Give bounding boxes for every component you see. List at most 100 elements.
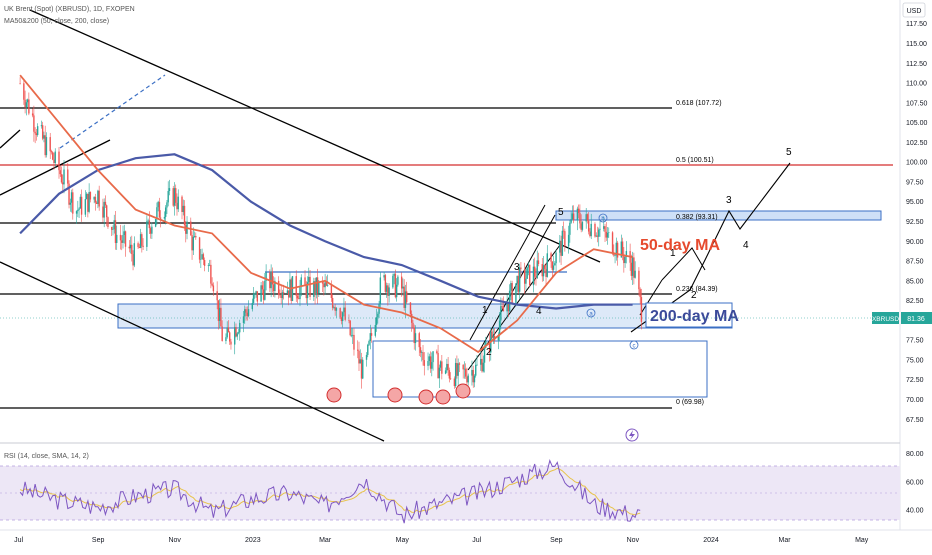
- time-axis-ticks[interactable]: Jul Sep Nov 2023 Mar May Jul Sep Nov 2024 Mar May: [14, 537, 869, 544]
- candle-body-241: [444, 370, 447, 374]
- candle-body-2: [24, 99, 26, 108]
- candle-body-212: [393, 273, 395, 276]
- candle-body-231: [427, 360, 429, 366]
- candle-body-151: [286, 290, 289, 293]
- projected-wave-start: [639, 279, 663, 316]
- candle-body-156: [295, 276, 297, 296]
- candle-body-166: [313, 281, 315, 297]
- candle-body-189: [352, 334, 354, 336]
- candle-body-347: [630, 262, 633, 276]
- rsi-tick-1: 60.00: [906, 479, 924, 486]
- candle-body-3: [25, 102, 28, 108]
- candle-body-248: [456, 362, 458, 376]
- candle-body-203: [377, 313, 379, 318]
- candle-body-221: [409, 302, 412, 314]
- currency-badge[interactable]: [902, 2, 926, 18]
- candle-body-86: [172, 188, 174, 206]
- candle-body-107: [208, 264, 211, 266]
- candle-body-11: [40, 125, 43, 127]
- candle-body-284: [518, 267, 521, 292]
- candle-body-102: [200, 258, 202, 260]
- candle-body-263: [482, 362, 484, 372]
- candle-body-139: [264, 280, 266, 300]
- candle-body-303: [552, 265, 555, 270]
- candle-body-291: [532, 266, 535, 286]
- candle-body-244: [448, 370, 451, 379]
- candle-body-211: [392, 275, 394, 288]
- candle-body-133: [254, 293, 256, 295]
- candle-body-146: [277, 280, 280, 295]
- candle-body-198: [368, 341, 370, 345]
- candle-body-215: [397, 276, 399, 285]
- candle-body-309: [562, 230, 565, 232]
- candle-body-304: [554, 263, 556, 266]
- candle-body-5: [28, 99, 30, 114]
- candle-body-285: [520, 267, 522, 269]
- candle-body-310: [564, 231, 566, 247]
- candle-body-278: [508, 290, 511, 312]
- ma200-annotation-box: [645, 302, 733, 328]
- wave-label-3: 3: [514, 262, 520, 273]
- candle-body-268: [491, 331, 493, 338]
- candle-body-282: [516, 275, 518, 284]
- price-tick-0: 67.50: [906, 417, 924, 424]
- candle-body-119: [229, 332, 231, 342]
- candle-body-13: [43, 135, 45, 139]
- fib-0382-label: 0.382 (93.31): [676, 214, 718, 221]
- candle-body-14: [44, 135, 46, 156]
- candle-body-187: [349, 320, 351, 336]
- candle-body-308: [561, 230, 564, 256]
- candle-body-269: [492, 335, 495, 338]
- candle-body-180: [335, 308, 338, 311]
- candle-body-128: [245, 309, 247, 313]
- time-tick-10: Mar: [779, 537, 792, 544]
- candle-body-262: [481, 358, 483, 372]
- wave-label-5: 5: [558, 207, 564, 218]
- price-axis-background: [900, 0, 932, 550]
- price-tick-16: 107.50: [906, 100, 928, 107]
- price-tick-1: 70.00: [906, 397, 924, 404]
- candle-body-67: [138, 246, 141, 248]
- candle-body-311: [567, 234, 570, 247]
- candle-body-34: [79, 196, 82, 209]
- candle-body-235: [432, 351, 434, 363]
- candle-body-205: [379, 277, 382, 305]
- candle-body-222: [411, 313, 413, 323]
- candle-body-144: [272, 284, 275, 292]
- candle-body-206: [383, 275, 385, 278]
- candle-body-110: [212, 285, 215, 292]
- lightning-icon[interactable]: [625, 428, 639, 442]
- candle-body-178: [333, 307, 335, 308]
- candle-body-47: [103, 201, 105, 218]
- candle-body-120: [230, 341, 232, 345]
- candle-body-123: [236, 333, 238, 337]
- candle-body-105: [203, 260, 206, 266]
- candle-body-200: [370, 333, 373, 336]
- candle-body-325: [590, 223, 592, 237]
- candle-body-335: [608, 232, 610, 233]
- candle-body-109: [211, 283, 213, 286]
- indicator-legend: MA50&200 (50, close, 200, close): [4, 18, 109, 25]
- candle-body-350: [634, 270, 636, 278]
- ma50-annotation: 50-day MA: [640, 237, 720, 254]
- price-tick-20: 117.50: [906, 21, 927, 28]
- candle-body-194: [360, 359, 363, 379]
- candle-body-132: [252, 294, 255, 303]
- candle-body-89: [176, 202, 178, 210]
- price-tick-18: 112.50: [906, 61, 927, 68]
- candle-body-288: [526, 267, 528, 279]
- candle-body-274: [501, 306, 503, 307]
- dashed-trend-line: [59, 74, 166, 149]
- candle-body-287: [525, 278, 527, 284]
- candle-body-207: [384, 275, 387, 292]
- candle-body-124: [237, 332, 240, 334]
- candle-body-94: [185, 225, 187, 234]
- candle-body-336: [611, 232, 614, 254]
- candle-body-213: [394, 273, 397, 298]
- candle-body-301: [550, 253, 552, 262]
- candle-body-58: [122, 234, 124, 243]
- candle-body-80: [159, 217, 162, 219]
- fib-0618-label: 0.618 (107.72): [676, 100, 722, 107]
- candle-body-186: [348, 319, 350, 321]
